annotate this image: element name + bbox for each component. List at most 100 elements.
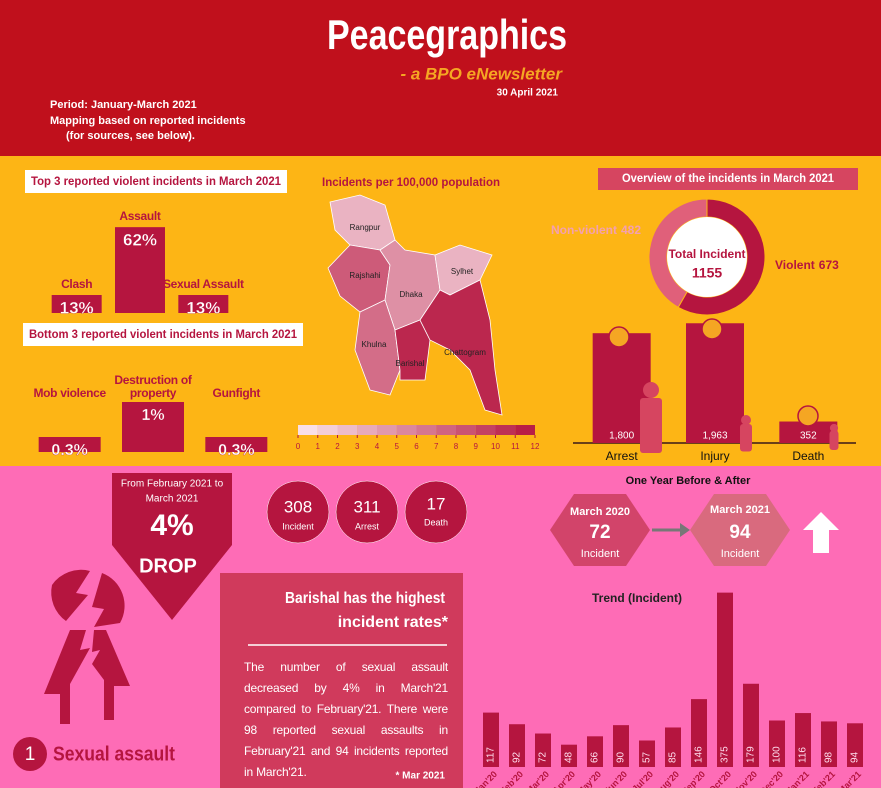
value-label: 85 [668, 751, 679, 763]
subtitle: - a BPO eNewsletter [400, 64, 563, 83]
count-label: Arrest [355, 521, 380, 531]
center-label: Total Incident [668, 247, 745, 261]
category-label: Arrest [606, 449, 639, 463]
region-label: Rajshahi [349, 271, 380, 280]
count-value: 17 [427, 494, 446, 513]
legend-tick-label: 6 [414, 442, 419, 451]
chart-title: Bottom 3 reported violent incidents in M… [29, 327, 297, 341]
value-label: 1,800 [609, 431, 634, 442]
drop-shield [112, 473, 232, 620]
value-label: 13% [186, 298, 220, 317]
legend-value: 482 [621, 223, 641, 237]
legend-tick-label: 5 [395, 442, 400, 451]
legend-tick-label: 3 [355, 442, 360, 451]
category-label: Injury [700, 449, 729, 463]
bar [205, 437, 268, 452]
note: (for sources, see below). [66, 130, 195, 142]
category-label: Clash [61, 277, 93, 291]
bar [686, 323, 744, 443]
header-band [0, 0, 881, 156]
value-label: 94 [850, 751, 861, 763]
headline: incident rates* [338, 614, 449, 631]
legend-label: Non-violent 482 [551, 223, 641, 237]
bar [769, 720, 785, 767]
headline: Barishal has the highest [285, 590, 446, 607]
comparison-value: 94 [729, 522, 751, 543]
legend-tick-label: 10 [491, 442, 500, 451]
hexagon [690, 494, 790, 566]
bar [743, 683, 759, 767]
legend-label: Violent 673 [775, 258, 839, 272]
highlight-box [220, 573, 463, 788]
arrow-head [680, 523, 690, 537]
title-box [25, 170, 287, 193]
region-label: Chattogram [444, 348, 486, 357]
center-value: 1155 [692, 265, 723, 281]
figure-head [829, 423, 839, 433]
region [419, 279, 503, 416]
date: 30 April 2021 [497, 88, 559, 99]
legend-swatch [515, 425, 535, 435]
bar [561, 744, 577, 767]
value-label: 90 [616, 751, 627, 763]
legend-tick-label: 2 [335, 442, 340, 451]
value-label: 72 [538, 751, 549, 763]
value-label: 48 [564, 751, 575, 763]
legend-swatch [495, 425, 516, 435]
value-label: 352 [800, 431, 817, 442]
legend-swatch [456, 425, 476, 435]
legend-swatch [436, 425, 456, 435]
category-label: Assault [119, 209, 161, 224]
bar [795, 713, 811, 767]
bar [178, 295, 229, 313]
drop-value: 4% [150, 509, 193, 542]
legend-swatch [337, 425, 358, 435]
value-label: 66 [590, 751, 601, 763]
bar [821, 721, 837, 767]
figure-body [640, 398, 662, 453]
bar [779, 421, 838, 443]
bar [639, 740, 655, 767]
legend-tick-label: 8 [454, 442, 459, 451]
count-circle [266, 480, 330, 544]
up-arrow [803, 512, 839, 553]
legend-swatch [317, 425, 338, 435]
drop-text: March 2021 [146, 494, 199, 505]
icon [44, 569, 130, 724]
comparison-label: Incident [581, 548, 620, 560]
category-label: Sexual Assault [162, 277, 244, 291]
legend-tick-label: 12 [531, 442, 540, 451]
bar [51, 295, 102, 313]
count-value: 308 [284, 497, 312, 516]
bar [509, 724, 525, 767]
bar [717, 592, 733, 767]
value-label: 179 [746, 746, 757, 763]
chart-title: Trend (Incident) [592, 591, 682, 605]
legend-name: Violent [775, 258, 815, 272]
bar [613, 725, 629, 767]
bar [122, 402, 184, 452]
chart-title: Incidents per 100,000 population [322, 175, 500, 189]
title-box [23, 323, 303, 346]
value-label: 116 [798, 747, 809, 763]
count-circle [335, 480, 399, 544]
bar [535, 733, 551, 767]
figure-body [740, 424, 752, 452]
hexagon [550, 494, 650, 566]
drop-text: From February 2021 to [121, 479, 224, 490]
legend-tick-label: 0 [296, 442, 301, 451]
comparison-label: Incident [721, 548, 760, 560]
value-label: 375 [720, 746, 731, 763]
legend-tick-label: 7 [434, 442, 439, 451]
legend-tick-label: 9 [474, 442, 479, 451]
title-box [598, 168, 858, 190]
icon-badge [608, 326, 630, 348]
count-value: 311 [353, 497, 380, 516]
region [354, 299, 401, 396]
value-label: 1,963 [702, 431, 727, 442]
bar [847, 723, 863, 767]
topic-number: 1 [25, 744, 36, 765]
bar [483, 712, 499, 767]
